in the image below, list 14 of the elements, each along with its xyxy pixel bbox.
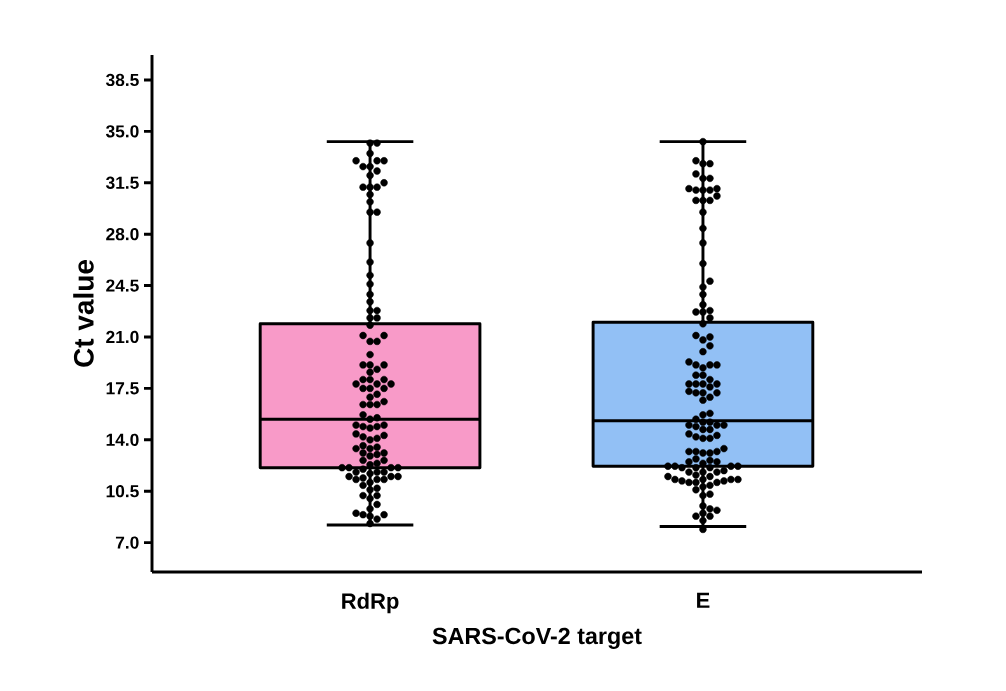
y-tick-label: 17.5 (106, 382, 139, 395)
y-tick-label: 28.0 (106, 228, 139, 241)
y-tick-label: 21.0 (106, 330, 139, 344)
y-tick-label: 31.5 (105, 176, 139, 189)
x-tick-label: RdRp (342, 592, 399, 614)
y-tick-label: 24.5 (106, 279, 139, 292)
y-tick-label: 7.0 (115, 536, 139, 549)
x-axis-title: SARS-CoV-2 target (432, 627, 642, 649)
y-tick-label: 14.0 (106, 433, 139, 446)
y-axis-title: Ct value (73, 260, 94, 367)
x-tick-label: E (697, 592, 710, 608)
y-tick-label: 10.5 (106, 485, 139, 498)
y-tick-label: 38.5 (105, 73, 139, 87)
y-tick-label: 35.0 (105, 125, 139, 138)
